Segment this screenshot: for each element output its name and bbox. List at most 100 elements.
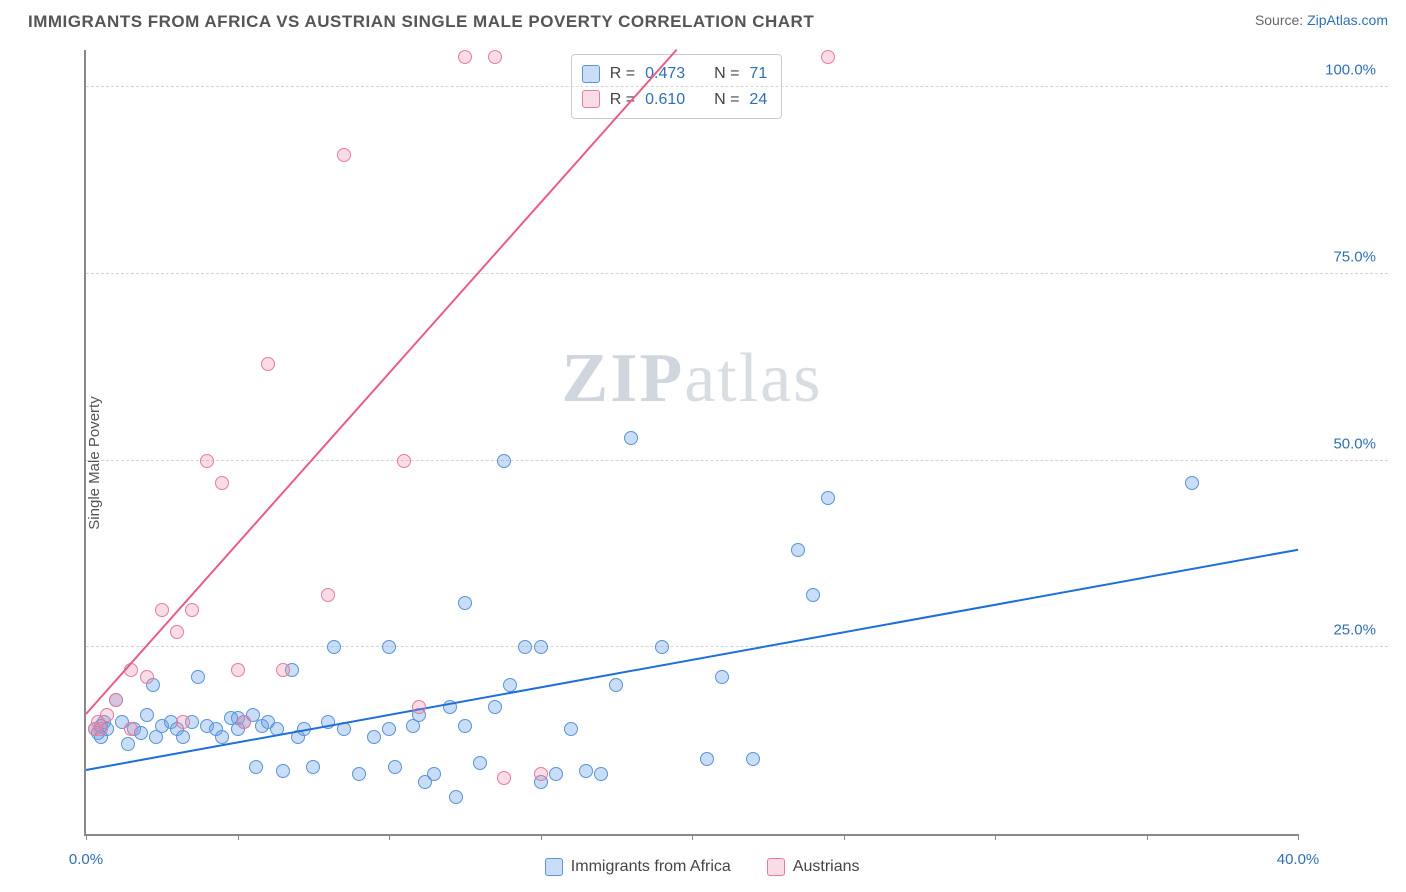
scatter-point-pink: [185, 603, 199, 617]
scatter-point-blue: [497, 454, 511, 468]
x-tick: [238, 834, 239, 840]
scatter-point-pink: [200, 454, 214, 468]
legend-label-pink: Austrians: [793, 858, 860, 876]
scatter-point-blue: [140, 708, 154, 722]
scatter-point-blue: [382, 722, 396, 736]
y-tick-label: 75.0%: [1333, 249, 1376, 266]
scatter-point-blue: [594, 767, 608, 781]
scatter-point-pink: [94, 722, 108, 736]
legend-label-blue: Immigrants from Africa: [571, 858, 731, 876]
watermark: ZIPatlas: [562, 339, 823, 419]
scatter-point-pink: [100, 708, 114, 722]
gridline: [86, 460, 1388, 461]
x-tick: [995, 834, 996, 840]
scatter-point-blue: [306, 760, 320, 774]
scatter-point-blue: [549, 767, 563, 781]
stat-label-n: N =: [714, 61, 739, 87]
scatter-point-pink: [261, 357, 275, 371]
scatter-point-blue: [191, 670, 205, 684]
stat-n-pink: 24: [749, 87, 767, 113]
plot-area: ZIPatlas R = 0.473 N = 71 R = 0.610 N = …: [84, 50, 1298, 836]
scatter-point-blue: [215, 730, 229, 744]
legend-stats-row-pink: R = 0.610 N = 24: [582, 87, 767, 113]
scatter-point-pink: [337, 148, 351, 162]
x-tick-label: 40.0%: [1277, 851, 1320, 868]
legend-swatch-pink: [582, 90, 600, 108]
scatter-point-blue: [579, 764, 593, 778]
scatter-point-blue: [821, 491, 835, 505]
scatter-point-blue: [1185, 476, 1199, 490]
stat-r-blue: 0.473: [645, 61, 685, 87]
scatter-point-blue: [655, 640, 669, 654]
chart-container: Single Male Poverty ZIPatlas R = 0.473 N…: [28, 42, 1388, 884]
scatter-point-blue: [458, 596, 472, 610]
scatter-point-pink: [497, 771, 511, 785]
scatter-point-blue: [715, 670, 729, 684]
x-tick: [692, 834, 693, 840]
y-tick-label: 100.0%: [1325, 62, 1376, 79]
source-prefix: Source:: [1255, 12, 1307, 28]
scatter-point-blue: [806, 588, 820, 602]
x-tick-label: 0.0%: [69, 851, 103, 868]
trend-line-blue: [86, 548, 1298, 770]
scatter-point-pink: [488, 50, 502, 64]
scatter-point-pink: [321, 588, 335, 602]
watermark-atlas: atlas: [684, 340, 822, 417]
scatter-point-pink: [155, 603, 169, 617]
legend-swatch-blue: [545, 858, 563, 876]
gridline: [86, 646, 1388, 647]
legend-stats-row-blue: R = 0.473 N = 71: [582, 61, 767, 87]
scatter-point-blue: [488, 700, 502, 714]
scatter-point-blue: [249, 760, 263, 774]
x-tick: [1298, 834, 1299, 840]
scatter-point-blue: [791, 543, 805, 557]
legend-swatch-pink: [767, 858, 785, 876]
scatter-point-blue: [427, 767, 441, 781]
scatter-point-blue: [564, 722, 578, 736]
scatter-point-pink: [176, 715, 190, 729]
trend-line-pink: [85, 48, 677, 714]
stat-label-n: N =: [714, 87, 739, 113]
y-tick-label: 50.0%: [1333, 435, 1376, 452]
scatter-point-pink: [276, 663, 290, 677]
chart-header: IMMIGRANTS FROM AFRICA VS AUSTRIAN SINGL…: [0, 0, 1406, 40]
scatter-point-blue: [449, 790, 463, 804]
scatter-point-blue: [367, 730, 381, 744]
y-tick-label: 25.0%: [1333, 622, 1376, 639]
scatter-point-blue: [176, 730, 190, 744]
x-tick: [389, 834, 390, 840]
scatter-point-blue: [473, 756, 487, 770]
source-link[interactable]: ZipAtlas.com: [1307, 12, 1388, 28]
x-tick: [844, 834, 845, 840]
gridline: [86, 273, 1388, 274]
scatter-point-blue: [518, 640, 532, 654]
scatter-point-pink: [215, 476, 229, 490]
scatter-point-pink: [412, 700, 426, 714]
scatter-point-blue: [276, 764, 290, 778]
scatter-point-pink: [397, 454, 411, 468]
scatter-point-blue: [382, 640, 396, 654]
legend-swatch-blue: [582, 65, 600, 83]
scatter-point-pink: [231, 663, 245, 677]
scatter-point-pink: [170, 625, 184, 639]
scatter-point-pink: [124, 722, 138, 736]
scatter-point-blue: [121, 737, 135, 751]
gridline: [86, 86, 1388, 87]
legend-item-blue: Immigrants from Africa: [545, 858, 731, 876]
x-tick: [86, 834, 87, 840]
source-attribution: Source: ZipAtlas.com: [1255, 12, 1388, 28]
stat-n-blue: 71: [749, 61, 767, 87]
watermark-zip: ZIP: [562, 340, 685, 417]
scatter-point-pink: [109, 693, 123, 707]
scatter-point-blue: [609, 678, 623, 692]
x-tick: [1147, 834, 1148, 840]
chart-title: IMMIGRANTS FROM AFRICA VS AUSTRIAN SINGL…: [28, 12, 814, 32]
legend-item-pink: Austrians: [767, 858, 860, 876]
scatter-point-blue: [352, 767, 366, 781]
bottom-legend: Immigrants from Africa Austrians: [545, 858, 860, 876]
scatter-point-pink: [458, 50, 472, 64]
scatter-point-blue: [388, 760, 402, 774]
scatter-point-pink: [534, 767, 548, 781]
scatter-point-blue: [534, 640, 548, 654]
scatter-point-pink: [821, 50, 835, 64]
